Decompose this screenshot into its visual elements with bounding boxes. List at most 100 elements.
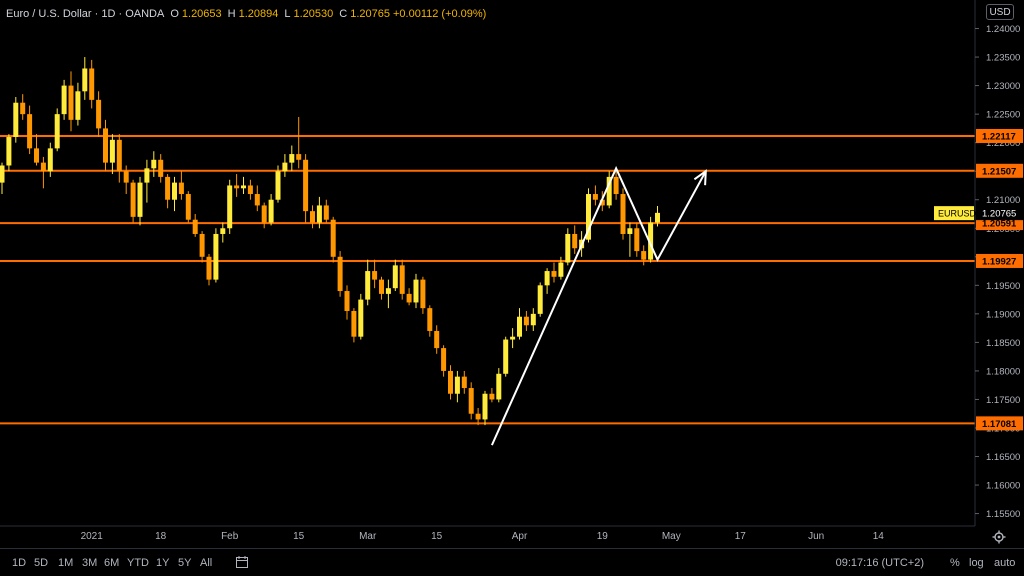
candle-body [627,228,633,234]
percent-toggle[interactable]: % [950,557,960,569]
time-tick-label: 18 [155,531,167,542]
time-tick-label: Feb [221,531,239,542]
candle-body [103,128,108,163]
candle-body [503,339,509,374]
candle-body [372,271,378,280]
candle-body [468,388,474,414]
close-value: 1.20765 [350,8,390,20]
range-all[interactable]: All [200,557,213,569]
time-tick-label: 15 [293,531,305,542]
candle-body [282,162,288,172]
range-1m[interactable]: 1M [58,557,74,569]
candle-body [544,271,550,286]
range-5y[interactable]: 5Y [178,557,192,569]
time-tick-label: 15 [431,531,443,542]
price-tick-label: 1.19000 [986,309,1020,320]
candle-body [130,182,136,217]
candle-body [558,262,564,277]
candle-body [565,233,571,263]
clock-readout[interactable]: 09:17:16 (UTC+2) [835,557,924,569]
range-6m[interactable]: 6M [104,557,120,569]
gear-icon[interactable] [992,530,1006,544]
price-tick-label: 1.17500 [986,395,1020,406]
candle-body [634,228,640,252]
candle-body [6,136,12,166]
candle-body [289,154,295,163]
candle-body [220,228,226,234]
price-tick-label: 1.22500 [986,110,1020,121]
low-value: 1.20530 [293,8,334,20]
candle-body [185,194,191,220]
price-axis-background [975,0,1024,548]
range-1d[interactable]: 1D [12,557,27,569]
candle-body [296,154,302,160]
candle-body [406,293,412,303]
candle-body [641,251,647,260]
candle-body [448,370,453,394]
candle-body [241,185,246,189]
candle-body [116,139,122,172]
candle-body [109,139,115,163]
candle-body [61,85,67,115]
candle-body [537,285,543,314]
candle-body [510,336,516,340]
range-5d[interactable]: 5D [34,557,49,569]
price-tick-label: 1.19500 [986,281,1020,292]
high-label: H [227,8,236,20]
candle-body [0,165,5,183]
candle-body [96,99,102,129]
time-tick-label: 2021 [81,531,104,542]
candle-body [413,279,419,303]
candle-body [530,313,536,326]
candle-body [47,148,53,172]
candle-body [399,265,405,294]
candle-body [75,91,81,120]
auto-toggle[interactable]: auto [994,557,1016,569]
candle-body [482,393,488,420]
candle-body [27,114,33,149]
candle-body [199,233,205,257]
open-value: 1.20653 [181,8,222,20]
candle-body [82,68,88,92]
candle-body [599,199,605,206]
chart-legend-header: Euro / U.S. Dollar · 1D · OANDA O 1.20653… [6,6,486,22]
candle-body [523,316,529,326]
arrow-head [693,169,707,186]
time-axis: 2021 18 Feb 15 Mar 15 Apr 19 May 17 Jun 14 [81,531,885,542]
candle-body [655,212,660,223]
candle-body [551,271,557,277]
log-toggle[interactable]: log [969,557,984,569]
candle-body [517,316,522,337]
range-3m[interactable]: 3M [82,557,98,569]
price-tick-label: 1.18500 [986,338,1020,349]
calendar-icon[interactable] [236,556,248,568]
candle-body [261,205,267,223]
level-price-tag [976,163,1023,178]
price-chart[interactable]: 1.24000 1.23500 1.23000 1.22500 1.22000 1.215… [0,0,1024,548]
level-price-label: 1.21507 [982,166,1016,177]
candle-body [247,185,253,195]
range-1y[interactable]: 1Y [156,557,170,569]
candle-body [68,85,74,120]
candle-body [379,279,384,294]
price-tick-label: 1.16000 [986,481,1020,492]
currency-button[interactable]: USD [986,4,1014,20]
price-tick-label: 1.16500 [986,452,1020,463]
candle-body [606,176,612,206]
candle-body [213,233,219,280]
last-price-label: 1.20765 [982,209,1016,220]
high-value: 1.20894 [238,8,279,20]
candle-body [392,265,398,289]
candle-body [151,159,157,169]
candle-body [613,176,619,195]
candle-body [40,162,46,172]
candle-body [172,182,177,200]
candle-body [358,299,364,337]
candle-body [454,376,460,394]
symbol-title[interactable]: Euro / U.S. Dollar · 1D · OANDA [6,8,165,20]
level-price-label: 1.17081 [982,419,1017,430]
level-price-tag [976,128,1023,143]
candle-body [427,308,433,331]
range-ytd[interactable]: YTD [127,557,149,569]
candle-body [496,373,502,400]
